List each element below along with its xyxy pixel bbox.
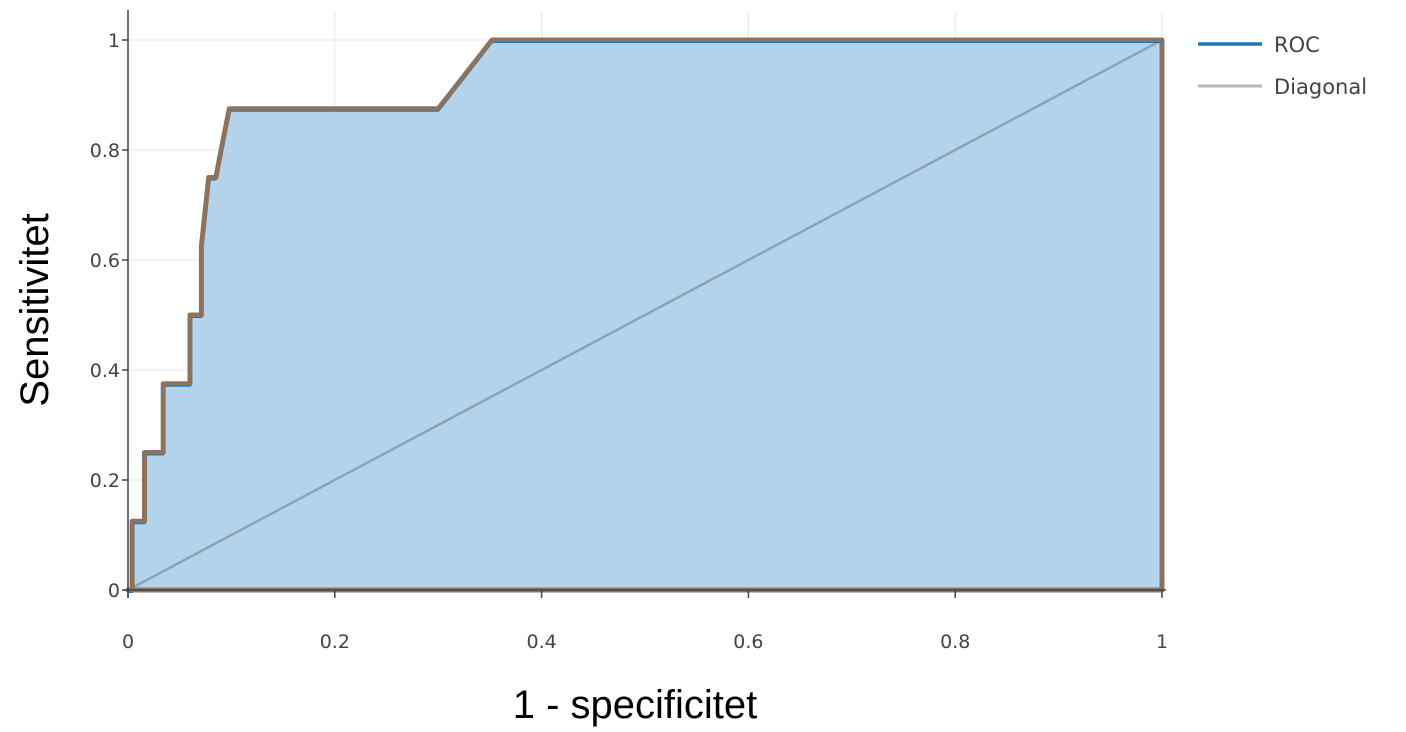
y-tick-label: 1 [108,30,120,52]
plot-area [125,37,1165,593]
x-tick-label: 0.4 [526,631,556,653]
x-tick-label: 0.6 [733,631,763,653]
x-tick-label: 0.2 [320,631,350,653]
x-tick-label: 0.8 [940,631,970,653]
x-tick-label: 0 [122,631,134,653]
y-tick-label: 0.2 [90,470,120,492]
y-tick-label: 0.8 [90,140,120,162]
y-tick-label: 0.4 [90,360,120,382]
y-tick-label: 0 [108,580,120,602]
diagonal-line [127,38,1163,592]
axes: 0 0.2 0.4 0.6 0.8 1 0 0.2 0.4 0.6 0.8 1 [90,10,1168,653]
y-tick-label: 0.6 [90,250,120,272]
x-tick-label: 1 [1156,631,1168,653]
legend-label-diagonal: Diagonal [1274,75,1367,99]
legend: ROC Diagonal [1198,33,1367,99]
y-axis-title: Sensitivitet [13,213,57,406]
roc-curve-outline [128,38,1162,592]
legend-label-roc: ROC [1274,33,1320,57]
x-axis-title: 1 - specificitet [513,683,758,727]
